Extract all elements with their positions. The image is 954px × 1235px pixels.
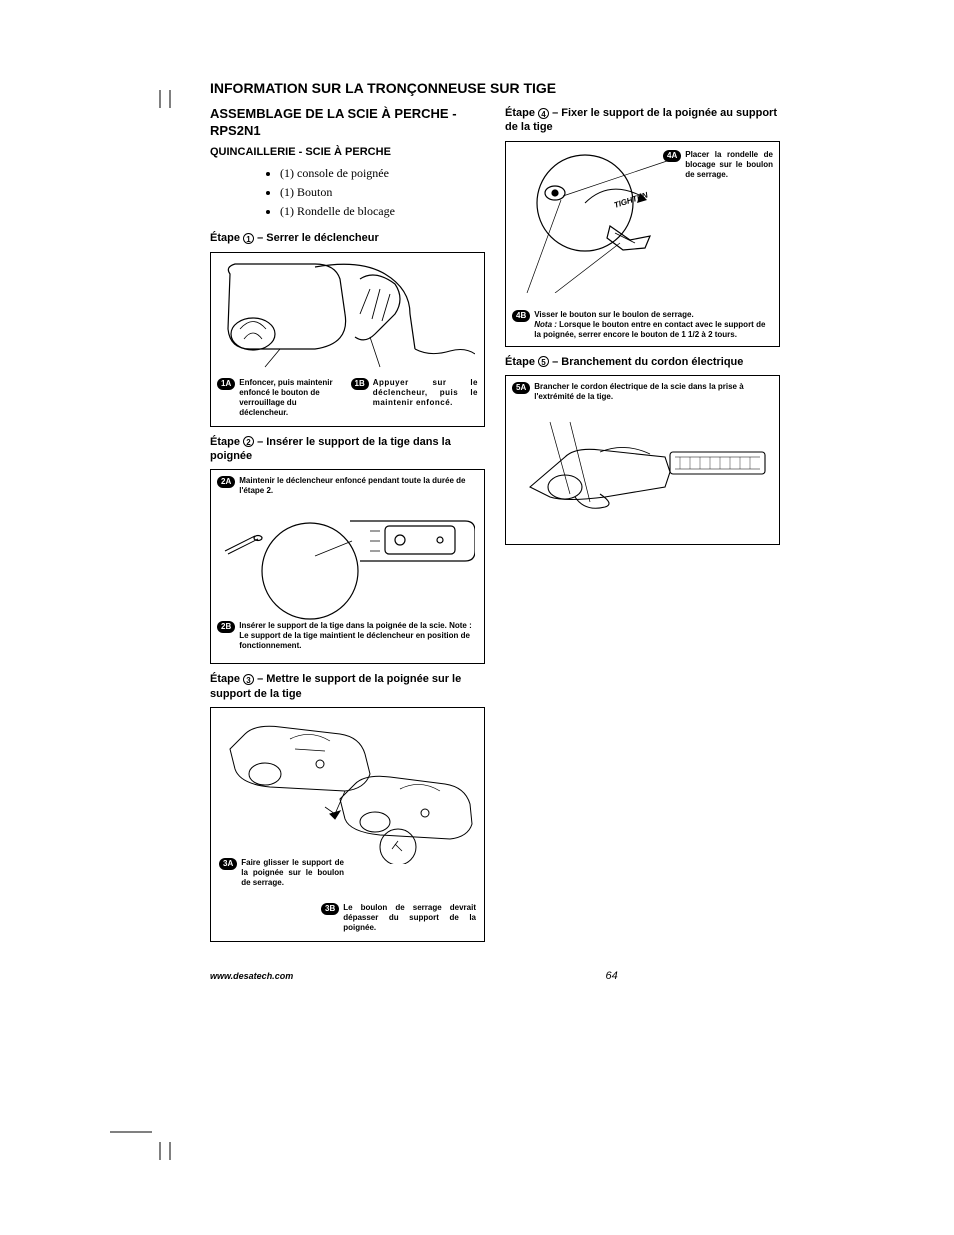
callout-1a: 1A Enfoncer, puis maintenir enfoncé le b… <box>217 378 345 418</box>
callout-4a: 4A Placer la rondelle de blocage sur le … <box>663 150 773 180</box>
callout-4b: 4B Visser le bouton sur le boulon de ser… <box>512 310 773 340</box>
main-title: INFORMATION SUR LA TRONÇONNEUSE SUR TIGE <box>210 80 810 96</box>
callout-1b: 1B Appuyer sur le déclencheur, puis le m… <box>351 378 479 418</box>
step-number-icon: 4 <box>538 108 549 119</box>
figure-step4: 4A Placer la rondelle de blocage sur le … <box>505 141 780 347</box>
pill-4b: 4B <box>512 310 530 322</box>
list-item: (1) Bouton <box>280 183 485 202</box>
pill-5a: 5A <box>512 382 530 394</box>
callout-2b: 2B Insérer le support de la tige dans la… <box>217 621 478 651</box>
callout-text: Appuyer sur le déclencheur, puis le main… <box>373 378 478 408</box>
step5-illustration <box>515 402 770 532</box>
crop-mark-top-left <box>140 90 180 130</box>
step2-heading: Étape 2 – Insérer le support de la tige … <box>210 435 485 464</box>
step1-illustration <box>220 259 475 374</box>
page-number: 64 <box>605 970 617 982</box>
list-item: (1) Rondelle de blocage <box>280 202 485 221</box>
pill-3b: 3B <box>321 903 339 915</box>
footer-url: www.desatech.com <box>210 971 293 981</box>
callout-text: Faire glisser le support de la poignée s… <box>241 858 344 888</box>
two-column-layout: ASSEMBLAGE DE LA SCIE À PERCHE - RPS2N1 … <box>210 106 810 950</box>
crop-mark-bottom-left <box>110 1120 180 1160</box>
callout-3a: 3A Faire glisser le support de la poigné… <box>219 858 344 888</box>
callout-2a: 2A Maintenir le déclencheur enfoncé pend… <box>217 476 478 496</box>
step-number-icon: 5 <box>538 356 549 367</box>
callout-text: Placer la rondelle de blocage sur le bou… <box>685 150 773 180</box>
tighten-label: TIGHTEN <box>613 190 649 209</box>
callout-text: Le boulon de serrage devrait dépasser du… <box>343 903 476 933</box>
step1-heading: Étape 1 – Serrer le déclencheur <box>210 231 485 245</box>
callout-text: Enfoncer, puis maintenir enfoncé le bout… <box>239 378 344 418</box>
pill-2b: 2B <box>217 621 235 633</box>
callout-text: Visser le bouton sur le boulon de serrag… <box>534 310 773 340</box>
step3-illustration <box>220 714 475 864</box>
figure-step3: 3A Faire glisser le support de la poigné… <box>210 707 485 942</box>
pill-1b: 1B <box>351 378 369 390</box>
hardware-list: (1) console de poignée (1) Bouton (1) Ro… <box>280 164 485 222</box>
pill-3a: 3A <box>219 858 237 870</box>
figure-step2: 2A Maintenir le déclencheur enfoncé pend… <box>210 469 485 664</box>
page-footer: www.desatech.com 64 <box>210 970 810 982</box>
step2-illustration <box>220 496 475 621</box>
hardware-title: QUINCAILLERIE - SCIE À PERCHE <box>210 146 485 158</box>
step-number-icon: 3 <box>243 674 254 685</box>
pill-1a: 1A <box>217 378 235 390</box>
callout-3b: 3B Le boulon de serrage devrait dépasser… <box>321 903 476 933</box>
step-number-icon: 1 <box>243 233 254 244</box>
step-number-icon: 2 <box>243 436 254 447</box>
callout-text: Insérer le support de la tige dans la po… <box>239 621 478 651</box>
step5-heading: Étape 5 – Branchement du cordon électriq… <box>505 355 780 369</box>
pill-2a: 2A <box>217 476 235 488</box>
step4-heading: Étape 4 – Fixer le support de la poignée… <box>505 106 780 135</box>
assembly-title: ASSEMBLAGE DE LA SCIE À PERCHE - RPS2N1 <box>210 106 485 140</box>
list-item: (1) console de poignée <box>280 164 485 183</box>
step3-heading: Étape 3 – Mettre le support de la poigné… <box>210 672 485 701</box>
page-content: INFORMATION SUR LA TRONÇONNEUSE SUR TIGE… <box>210 80 810 982</box>
callout-text: Maintenir le déclencheur enfoncé pendant… <box>239 476 478 496</box>
right-column: Étape 4 – Fixer le support de la poignée… <box>505 106 780 950</box>
figure-step1: 1A Enfoncer, puis maintenir enfoncé le b… <box>210 252 485 427</box>
pill-4a: 4A <box>663 150 681 162</box>
callout-text: Brancher le cordon électrique de la scie… <box>534 382 773 402</box>
left-column: ASSEMBLAGE DE LA SCIE À PERCHE - RPS2N1 … <box>210 106 485 950</box>
figure-step5: 5A Brancher le cordon électrique de la s… <box>505 375 780 545</box>
callout-5a: 5A Brancher le cordon électrique de la s… <box>512 382 773 402</box>
